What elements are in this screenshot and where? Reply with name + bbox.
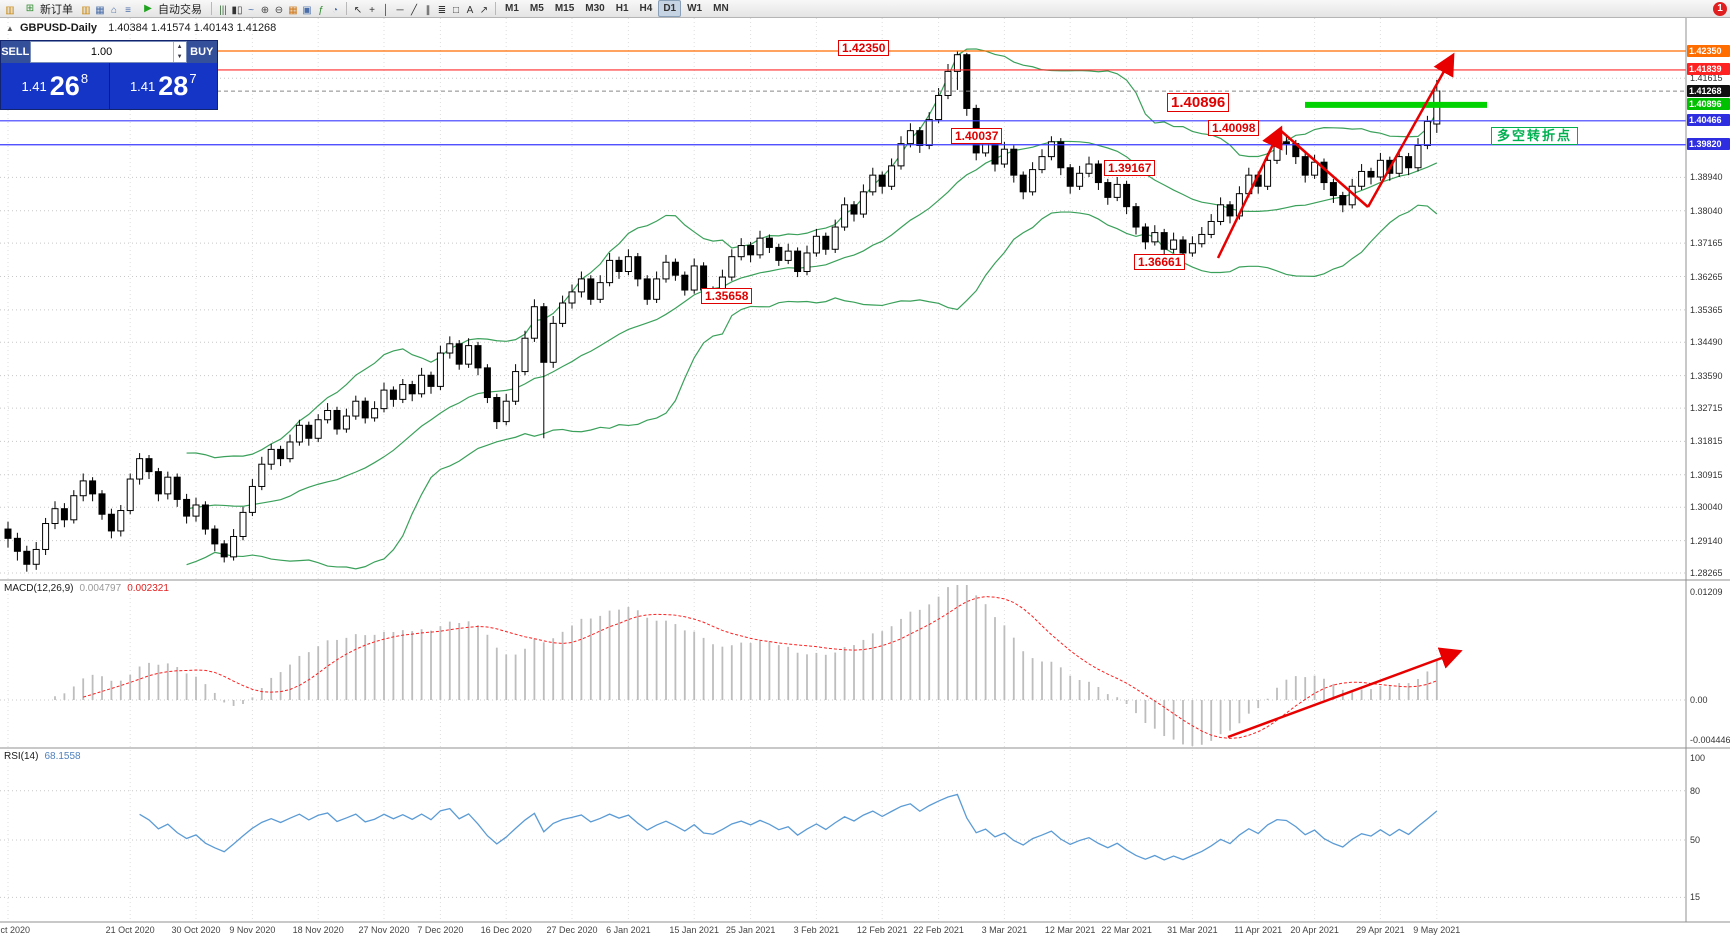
sell-button[interactable]: SELL	[1, 46, 30, 58]
tile-windows-icon[interactable]: ▦	[288, 4, 298, 16]
line-chart-icon[interactable]: ~	[248, 4, 254, 16]
sell-price-main: 26	[49, 70, 80, 101]
new-chart-icon[interactable]: ▥	[81, 4, 91, 16]
text-icon[interactable]: A	[466, 4, 474, 16]
autotrading-button[interactable]: ▶ 自动交易	[136, 0, 207, 18]
buy-price-prefix: 1.41	[129, 78, 156, 94]
buy-price-sup: 7	[189, 70, 197, 86]
timeframe-button-h1[interactable]: H1	[615, 3, 629, 14]
volume-input[interactable]	[30, 42, 173, 62]
turning-point-label: 多空转折点	[1491, 127, 1579, 145]
chart-symbol-title: GBPUSD-Daily	[19, 22, 98, 34]
buy-price-display[interactable]: 1.41 28 7	[110, 63, 218, 109]
trend-arrow	[1366, 52, 1455, 208]
toolbar-separator	[346, 2, 347, 15]
price-axis[interactable]	[1686, 18, 1730, 922]
zoom-out-icon[interactable]: ⊖	[274, 4, 284, 16]
macd-signal-line	[83, 596, 1437, 739]
grid	[0, 18, 1686, 922]
rsi-label: RSI(14) 68.1558	[4, 751, 81, 762]
trendline-icon[interactable]: ╱	[410, 4, 418, 16]
buy-price-main: 28	[158, 70, 189, 101]
cursor-icon[interactable]: ↖	[353, 4, 363, 16]
rsi-line	[139, 793, 1438, 861]
timeframe-button-d1[interactable]: D1	[658, 0, 682, 17]
one-click-trade-panel: SELL ▲ ▼ BUY 1.41 26 8 1.41 28 7	[0, 40, 218, 110]
macd-label: MACD(12,26,9) 0.004797 0.002321	[4, 583, 169, 594]
volume-down-icon[interactable]: ▼	[176, 54, 183, 60]
timeframe-button-m5[interactable]: M5	[529, 3, 544, 14]
buy-button[interactable]: BUY	[190, 46, 214, 58]
sell-price-display[interactable]: 1.41 26 8	[1, 63, 109, 109]
macd-histogram	[54, 585, 1438, 746]
profiles-icon[interactable]: ⌂	[110, 4, 118, 16]
main-toolbar: ▥ ⊞ 新订单 ▥ ▦ ⌂ ≡ ▶ 自动交易 ||| ▮▯ ~ ⊕ ⊖ ▦ ▣ ƒ ◔ ↖ + │ ─ ╱ ∥ ≣…	[0, 0, 1730, 18]
collapse-triangle-icon[interactable]: ▲	[6, 24, 14, 33]
trend-arrow	[1216, 125, 1283, 259]
cascade-windows-icon[interactable]: ▣	[302, 4, 312, 16]
chart-title-bar: ▲ GBPUSD-Daily 1.40384 1.41574 1.40143 1…	[6, 22, 276, 34]
market-watch-icon[interactable]: ≡	[125, 4, 131, 16]
arrows-icon[interactable]: ↗	[479, 4, 489, 16]
indicators-icon[interactable]: ƒ	[318, 4, 324, 16]
trend-arrow	[1279, 129, 1369, 208]
sell-price-sup: 8	[80, 70, 89, 86]
timeframe-button-w1[interactable]: W1	[687, 3, 703, 14]
timeframe-button-m1[interactable]: M1	[505, 3, 519, 14]
fibonacci-icon[interactable]: ≣	[437, 4, 447, 16]
new-order-icon: ⊞	[25, 2, 35, 14]
zoom-in-icon[interactable]: ⊕	[260, 4, 270, 16]
volume-up-icon[interactable]: ▲	[176, 44, 183, 50]
main-chart-pane[interactable]	[0, 18, 1686, 580]
horizontal-levels[interactable]	[0, 50, 1686, 146]
shapes-icon[interactable]: □	[452, 4, 460, 16]
rsi-value: 68.1558	[44, 751, 81, 762]
timeframe-button-m15[interactable]: M15	[554, 3, 575, 14]
candlestick-series	[4, 51, 1441, 572]
sell-price-prefix: 1.41	[21, 78, 47, 94]
rsi-pane[interactable]	[0, 748, 1686, 922]
time-axis[interactable]	[0, 922, 1686, 939]
macd-value-2: 0.002321	[127, 583, 169, 594]
macd-name: MACD(12,26,9)	[4, 583, 74, 594]
chart-windows-icon[interactable]: ▦	[95, 4, 105, 16]
volume-control: ▲ ▼	[29, 41, 187, 63]
rsi-name: RSI(14)	[4, 751, 39, 762]
autotrading-play-icon: ▶	[144, 2, 152, 14]
autotrading-label: 自动交易	[158, 3, 202, 16]
candlestick-chart-icon[interactable]: ▮▯	[231, 4, 243, 16]
horizontal-line-icon[interactable]: ─	[396, 4, 404, 16]
timeframe-button-h4[interactable]: H4	[639, 3, 653, 14]
new-order-button[interactable]: ⊞ 新订单	[18, 0, 78, 18]
vertical-line-icon[interactable]: │	[382, 4, 390, 16]
trend-arrow	[1227, 647, 1463, 739]
toolbar-separator	[495, 2, 496, 15]
toolbar-separator	[211, 2, 212, 15]
bar-chart-icon[interactable]: |||	[219, 4, 227, 16]
objects-list-icon[interactable]: ◔	[331, 4, 339, 16]
price-divider	[108, 63, 110, 109]
new-chart-icon[interactable]: ▥	[5, 4, 15, 16]
notification-badge[interactable]: 1	[1713, 1, 1727, 16]
new-order-label: 新订单	[40, 3, 73, 16]
crosshair-icon[interactable]: +	[369, 4, 375, 16]
timeframe-button-mn[interactable]: MN	[713, 3, 729, 14]
channel-icon[interactable]: ∥	[425, 4, 431, 16]
timeframe-button-m30[interactable]: M30	[585, 3, 605, 14]
macd-pane[interactable]	[0, 580, 1686, 748]
trend-arrows[interactable]	[1216, 52, 1463, 739]
chart-ohlc-values: 1.40384 1.41574 1.40143 1.41268	[108, 22, 277, 34]
timeframe-selector: M1 M5 M15 M30 H1 H4 D1 W1 MN	[500, 0, 734, 17]
macd-value-1: 0.004797	[79, 583, 122, 594]
